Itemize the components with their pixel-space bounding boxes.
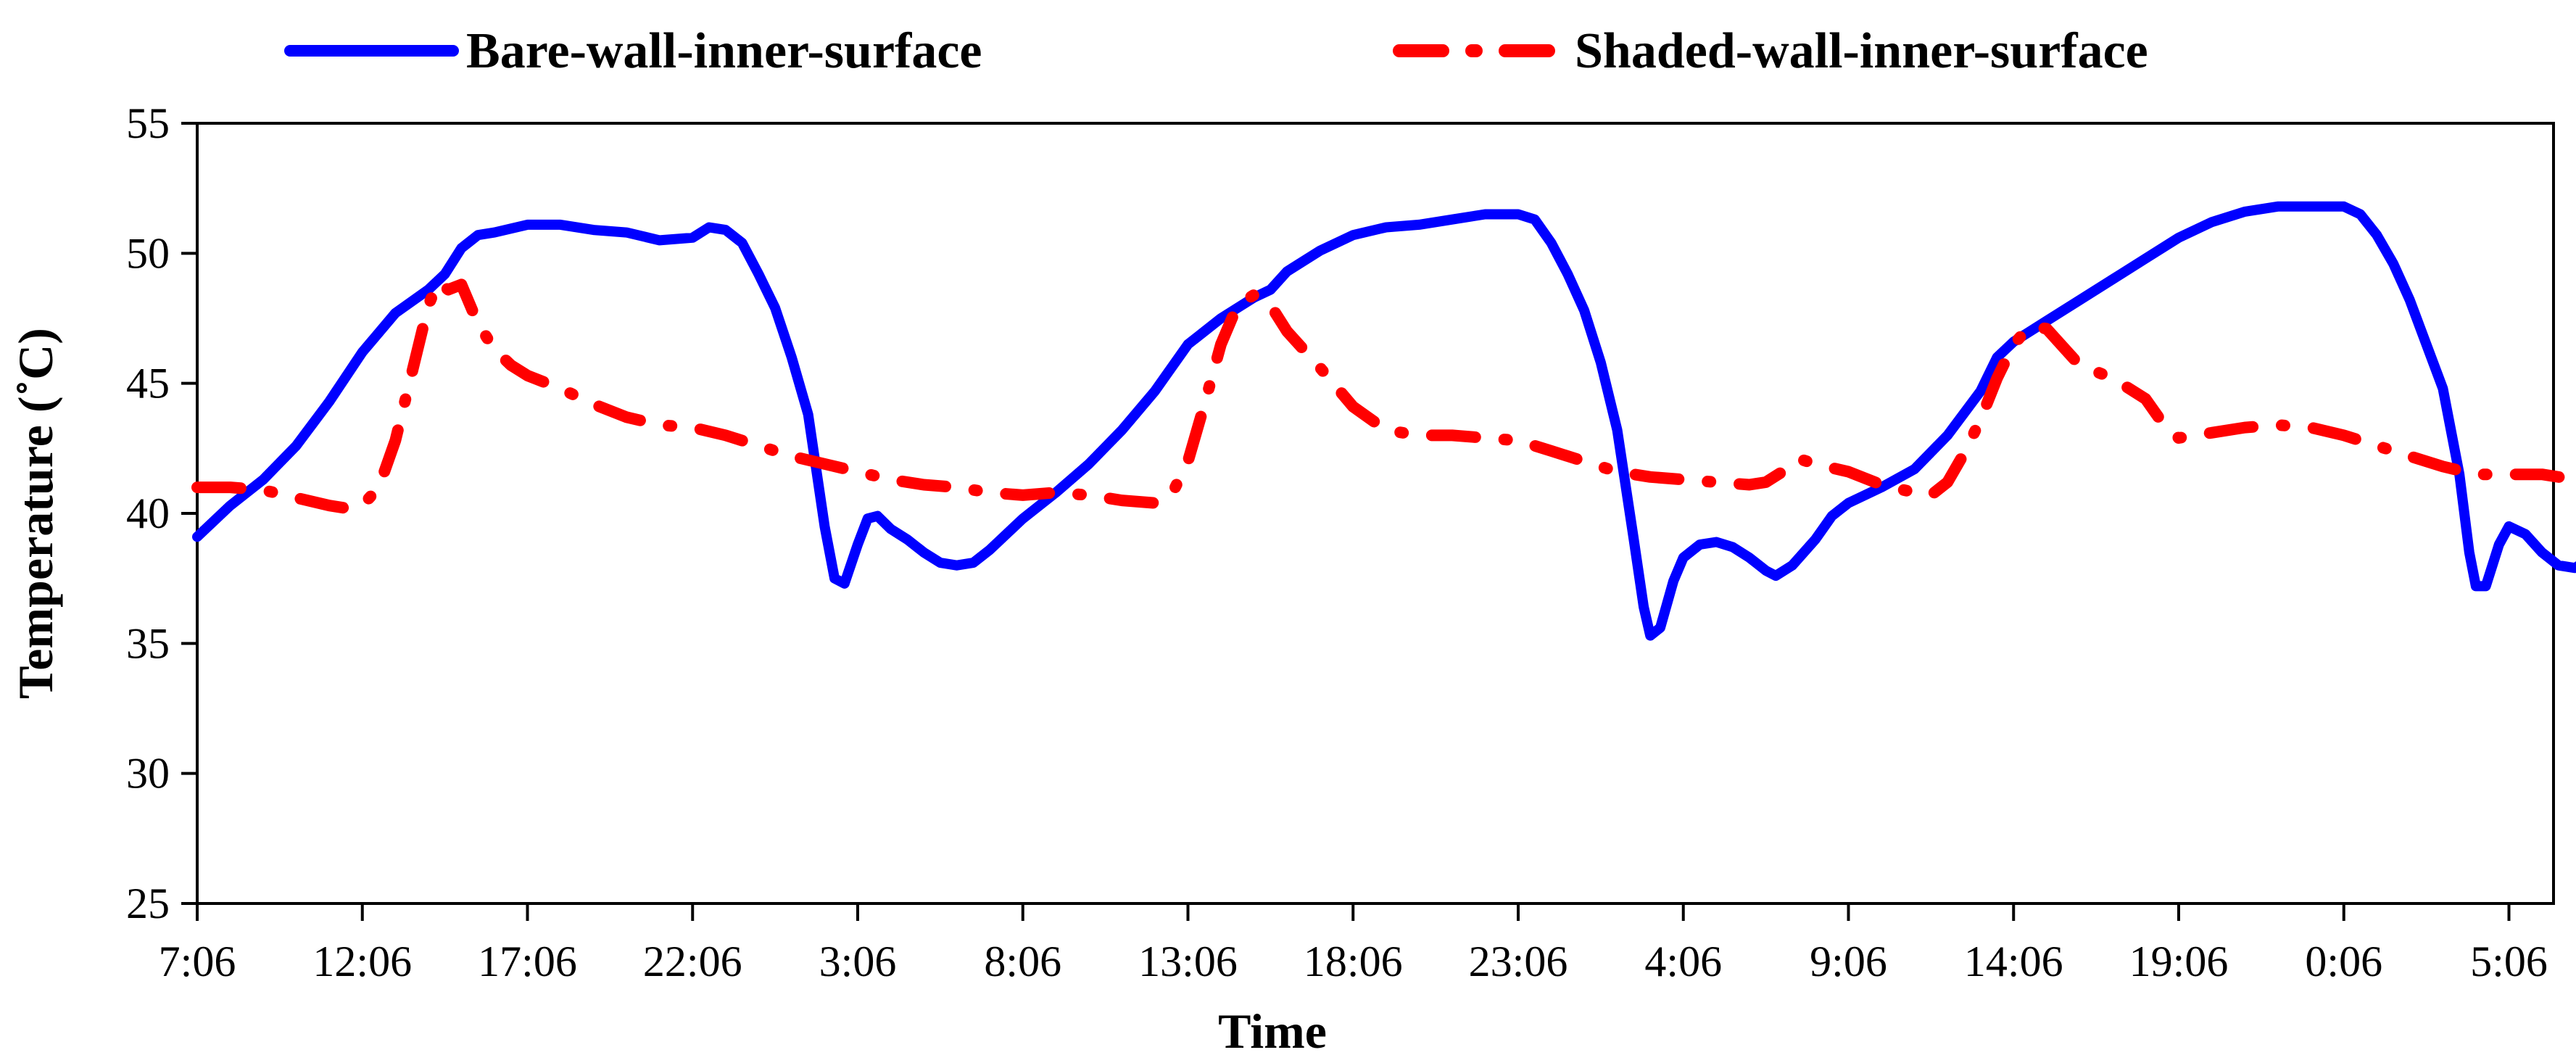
y-axis: 25 30 35 40 45 50 55 — [126, 99, 197, 927]
y-tick-label: 30 — [126, 750, 170, 798]
x-tick-label: 18:06 — [1304, 938, 1403, 985]
y-tick-label: 40 — [126, 489, 170, 537]
x-axis: 7:06 12:06 17:06 22:06 3:06 8:06 13:06 18:06 23:… — [159, 903, 2548, 985]
x-tick-label: 13:06 — [1138, 938, 1238, 985]
x-tick-label: 9:06 — [1810, 938, 1887, 985]
x-tick-label: 3:06 — [819, 938, 897, 985]
y-tick-label: 35 — [126, 619, 170, 667]
x-tick-label: 14:06 — [1964, 938, 2063, 985]
series-line-shaded-wall — [191, 276, 2576, 514]
x-tick-label: 22:06 — [643, 938, 742, 985]
y-tick-label: 25 — [126, 880, 170, 927]
x-tick-label: 0:06 — [2305, 938, 2382, 985]
x-tick-label: 4:06 — [1644, 938, 1722, 985]
x-tick-label: 19:06 — [2129, 938, 2229, 985]
x-tick-label: 12:06 — [312, 938, 412, 985]
legend-label-bare-wall: Bare-wall-inner-surface — [466, 23, 982, 79]
plot-area-frame — [196, 122, 2555, 905]
y-tick-label: 45 — [126, 360, 170, 408]
x-tick-label: 8:06 — [984, 938, 1061, 985]
x-tick-label: 7:06 — [159, 938, 236, 985]
x-tick-label: 5:06 — [2470, 938, 2548, 985]
y-axis-title: Temperature (˚C) — [8, 328, 63, 699]
series-layer — [191, 201, 2576, 641]
y-tick-label: 50 — [126, 229, 170, 277]
legend-label-shaded-wall: Shaded-wall-inner-surface — [1575, 23, 2148, 79]
series-line-bare-wall — [192, 201, 2576, 641]
legend: Bare-wall-inner-surface Shaded-wall-inne… — [284, 23, 2148, 79]
x-tick-label: 17:06 — [478, 938, 577, 985]
y-tick-label: 55 — [126, 99, 170, 147]
x-tick-label: 23:06 — [1469, 938, 1568, 985]
x-axis-title: Time — [1218, 1004, 1327, 1059]
